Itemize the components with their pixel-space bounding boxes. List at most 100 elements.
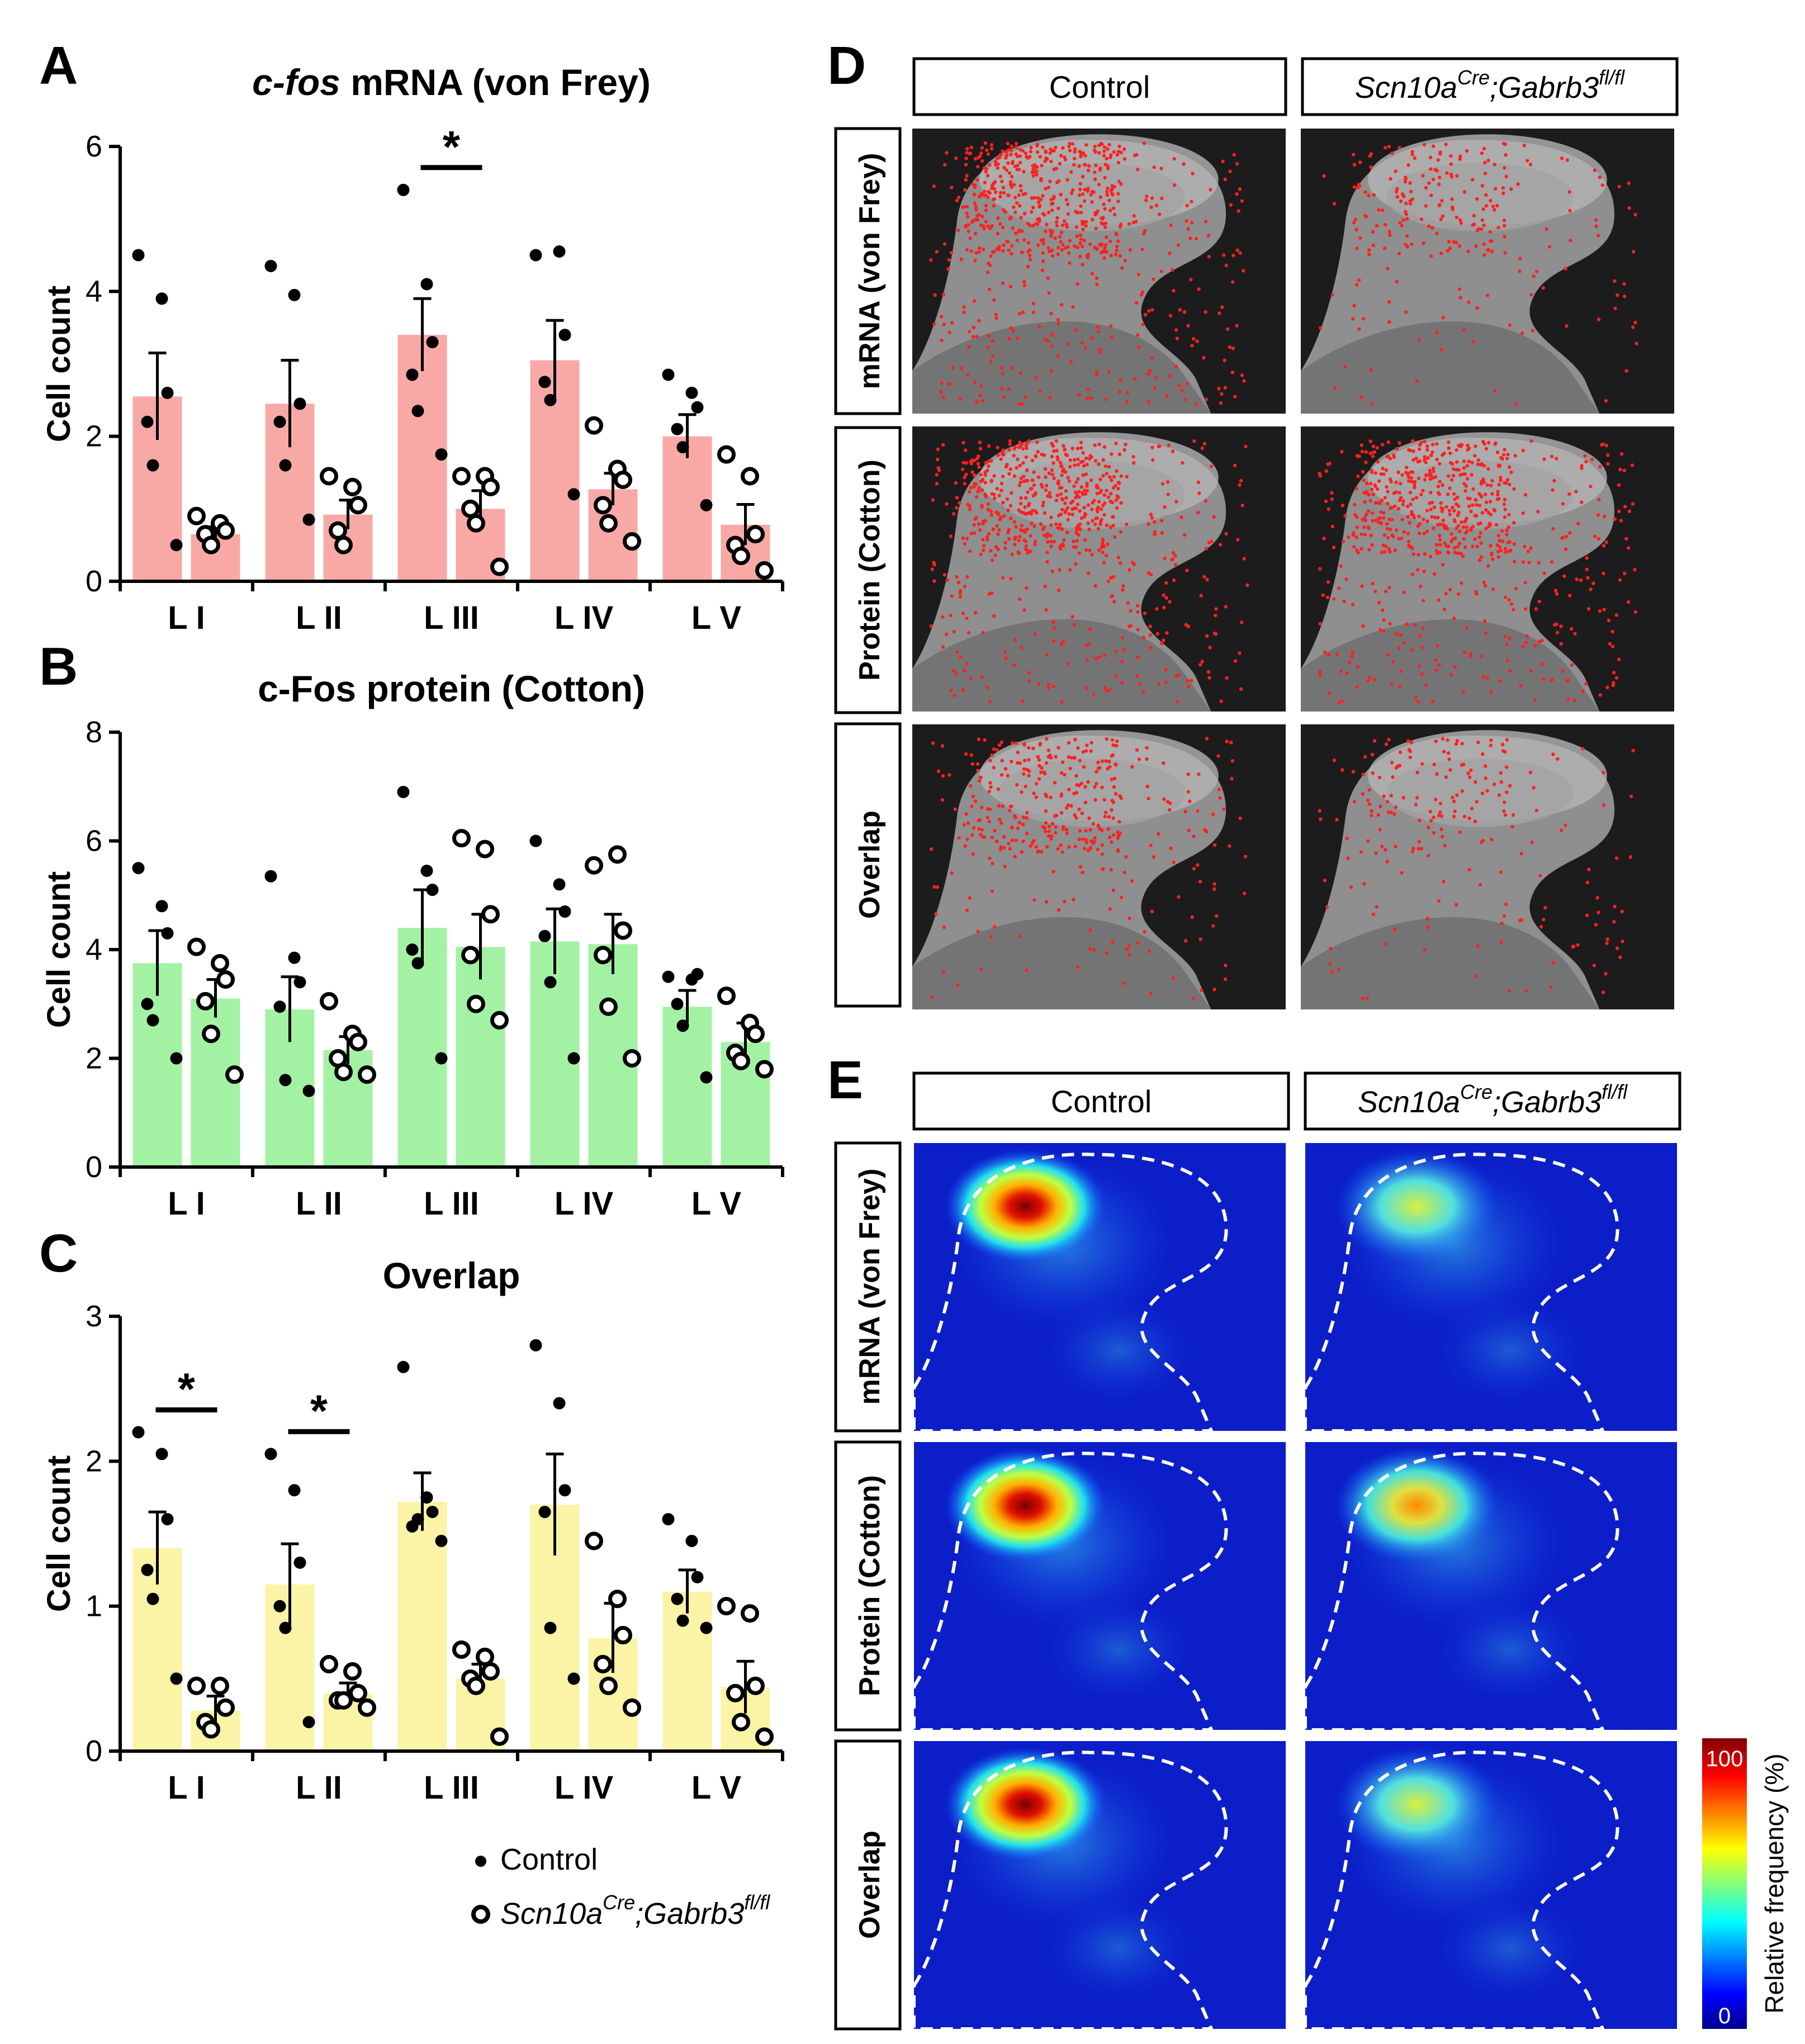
labeled-cell (992, 474, 996, 478)
labeled-cell (1594, 224, 1598, 228)
labeled-cell (1001, 281, 1005, 285)
labeled-cell (1476, 458, 1480, 462)
labeled-cell (1455, 174, 1459, 178)
labeled-cell (1401, 218, 1405, 222)
labeled-cell (1068, 464, 1072, 469)
labeled-cell (1050, 822, 1055, 826)
labeled-cell (1081, 450, 1085, 455)
labeled-cell (1451, 505, 1455, 510)
labeled-cell (1060, 760, 1065, 764)
labeled-cell (1474, 590, 1478, 594)
panel-e: Control Scn10aCre;Gabrb3fl/fl mRNA (von … (834, 1071, 1789, 2031)
heatmap-diffuse (1435, 1298, 1584, 1402)
labeled-cell (1439, 501, 1443, 505)
labeled-cell (1491, 557, 1495, 561)
labeled-cell (1347, 535, 1351, 539)
labeled-cell (1354, 283, 1359, 287)
labeled-cell (1443, 541, 1447, 546)
labeled-cell (1091, 841, 1095, 845)
labeled-cell (1423, 948, 1427, 952)
labeled-cell (1111, 833, 1116, 837)
labeled-cell (1187, 828, 1191, 833)
labeled-cell (1013, 543, 1017, 547)
labeled-cell (979, 775, 983, 780)
labeled-cell (1367, 193, 1371, 198)
heatmap-diffuse (1044, 1597, 1193, 1701)
labeled-cell (976, 769, 980, 772)
labeled-cell (1593, 168, 1596, 172)
labeled-cell (1107, 815, 1111, 819)
labeled-cell (1120, 636, 1125, 640)
labeled-cell (1017, 534, 1022, 539)
labeled-cell (1467, 504, 1471, 509)
labeled-cell (998, 195, 1002, 199)
labeled-cell (1001, 372, 1005, 376)
labeled-cell (1187, 799, 1192, 803)
labeled-cell (1150, 458, 1155, 462)
labeled-cell (1446, 492, 1450, 496)
labeled-cell (1458, 529, 1462, 534)
labeled-cell (1017, 193, 1021, 197)
labeled-cell (1318, 472, 1321, 476)
labeled-cell (1426, 456, 1430, 460)
labeled-cell (1148, 624, 1152, 628)
labeled-cell (1618, 467, 1622, 472)
labeled-cell (1385, 522, 1389, 526)
labeled-cell (1157, 681, 1161, 686)
labeled-cell (1484, 193, 1488, 197)
labeled-cell (1346, 856, 1350, 860)
labeled-cell (965, 151, 969, 155)
labeled-cell (1127, 944, 1131, 948)
labeled-cell (949, 689, 953, 693)
labeled-cell (952, 512, 956, 516)
labeled-cell (1613, 517, 1617, 521)
labeled-cell (1540, 662, 1545, 666)
data-point-mutant (452, 467, 471, 486)
labeled-cell (1482, 580, 1486, 585)
labeled-cell (1354, 487, 1358, 491)
labeled-cell (1383, 496, 1387, 500)
labeled-cell (1010, 185, 1013, 189)
labeled-cell (1062, 538, 1066, 542)
labeled-cell (1117, 144, 1121, 149)
labeled-cell (1378, 804, 1382, 809)
labeled-cell (991, 250, 995, 254)
labeled-cell (1514, 586, 1518, 591)
labeled-cell (1067, 479, 1072, 483)
labeled-cell (950, 186, 954, 189)
labeled-cell (1235, 192, 1239, 196)
heatmap-hotspot (1335, 1448, 1499, 1563)
labeled-cell (963, 542, 967, 546)
y-tick-label: 0 (86, 1150, 102, 1184)
labeled-cell (935, 885, 939, 889)
panel-d-header-control (912, 57, 1287, 116)
labeled-cell (1465, 149, 1469, 153)
labeled-cell (1456, 495, 1460, 499)
labeled-cell (1153, 532, 1157, 537)
data-point-control (700, 1621, 713, 1634)
labeled-cell (1369, 368, 1373, 372)
labeled-cell (1096, 760, 1100, 765)
labeled-cell (1597, 497, 1601, 502)
labeled-cell (1526, 549, 1531, 553)
labeled-cell (1073, 813, 1077, 817)
labeled-cell (1135, 748, 1139, 752)
labeled-cell (1473, 454, 1477, 458)
labeled-cell (1084, 456, 1088, 461)
labeled-cell (1528, 163, 1533, 167)
labeled-cell (1010, 552, 1014, 556)
labeled-cell (945, 151, 949, 155)
labeled-cell (1441, 316, 1446, 320)
labeled-cell (1626, 546, 1631, 550)
labeled-cell (1065, 202, 1070, 206)
labeled-cell (1361, 469, 1365, 474)
labeled-cell (1600, 183, 1604, 187)
labeled-cell (1115, 153, 1120, 157)
labeled-cell (1342, 599, 1346, 604)
labeled-cell (1061, 827, 1065, 831)
labeled-cell (1007, 387, 1011, 391)
labeled-cell (1480, 218, 1484, 222)
labeled-cell (1596, 317, 1601, 321)
labeled-cell (988, 263, 992, 267)
labeled-cell (1617, 509, 1621, 514)
